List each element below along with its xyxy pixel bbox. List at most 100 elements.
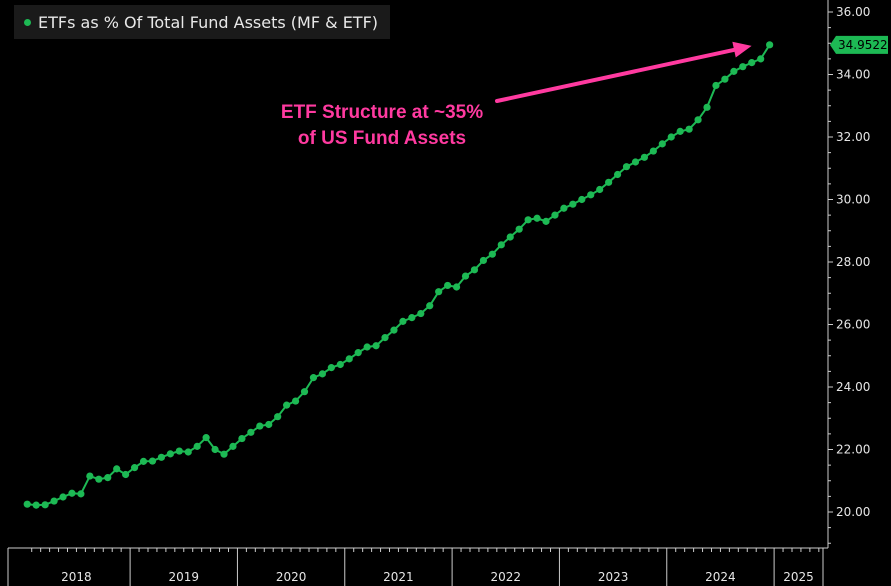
data-point [569, 200, 577, 208]
data-point [488, 250, 496, 258]
data-point [613, 170, 622, 179]
last-value-text: 34.9522 [838, 38, 888, 52]
data-point [122, 470, 130, 479]
data-point [265, 420, 273, 429]
data-point [676, 127, 684, 135]
x-tick-label: 2019 [168, 570, 199, 584]
data-point [345, 355, 353, 363]
data-point [542, 217, 550, 225]
last-value-badge: 34.9522 [830, 35, 888, 54]
annotation-line-1: ETF Structure at ~35% [280, 102, 484, 123]
data-point [291, 397, 300, 405]
data-point [470, 266, 479, 274]
data-point [649, 147, 657, 155]
data-point [703, 103, 711, 111]
data-point [640, 153, 649, 161]
data-point [238, 434, 246, 443]
data-point [426, 302, 434, 310]
data-point [327, 364, 335, 372]
data-point [166, 450, 174, 458]
data-point [739, 63, 747, 71]
data-point [551, 211, 559, 219]
x-tick-label: 2021 [383, 570, 414, 584]
data-point [256, 422, 264, 430]
data-point [721, 75, 729, 83]
data-point [247, 428, 255, 436]
data-point [631, 158, 640, 166]
y-tick-label: 32.00 [836, 130, 870, 144]
x-tick-label: 2018 [61, 570, 92, 584]
data-point [68, 489, 76, 497]
data-point [578, 195, 586, 204]
data-point [220, 450, 228, 458]
data-point [399, 317, 407, 325]
data-point [372, 342, 380, 350]
chart-annotation: ETF Structure at ~35% of US Fund Assets [262, 100, 502, 152]
data-point [95, 475, 103, 483]
data-point [336, 360, 344, 369]
data-point [408, 314, 416, 322]
data-point [104, 474, 112, 482]
x-axis: 2018 2019 2020 2021 2022 2023 2024 2025 [7, 547, 828, 586]
data-point [694, 116, 702, 124]
data-point [175, 447, 183, 455]
data-point [50, 497, 58, 505]
x-tick-label: 2024 [705, 570, 736, 584]
data-point [766, 41, 774, 49]
data-point [667, 133, 675, 141]
x-tick-label: 2023 [598, 570, 629, 584]
y-tick-label: 22.00 [836, 443, 870, 457]
data-point [479, 256, 488, 265]
annotation-line-2: of US Fund Assets [297, 128, 467, 149]
x-tick-label: 2022 [490, 570, 521, 584]
data-point [658, 140, 666, 148]
y-tick-label: 36.00 [836, 5, 870, 19]
arrow-shaft [495, 45, 746, 103]
data-point [59, 493, 67, 501]
data-point [381, 334, 389, 342]
data-point [318, 370, 327, 378]
legend-series-label: ETFs as % Of Total Fund Assets (MF & ETF… [38, 12, 379, 32]
data-point [211, 445, 219, 454]
data-point [497, 241, 505, 249]
data-point [730, 67, 738, 75]
x-tick-label: 2020 [276, 570, 307, 584]
data-point [283, 401, 291, 409]
data-point [202, 434, 210, 442]
data-point [515, 225, 523, 233]
data-point [193, 442, 201, 450]
last-value-badge-shape [830, 35, 888, 54]
data-point [274, 413, 282, 421]
y-tick-label: 24.00 [836, 380, 870, 394]
data-point [596, 185, 604, 194]
data-point [354, 349, 362, 357]
data-point [452, 283, 461, 291]
data-point [417, 309, 425, 318]
data-point [605, 178, 613, 186]
annotation-arrow [495, 41, 752, 103]
legend: ETFs as % Of Total Fund Assets (MF & ETF… [14, 5, 391, 39]
data-point [148, 457, 157, 465]
data-point [524, 216, 532, 224]
data-point [363, 343, 371, 351]
data-point [757, 55, 765, 63]
data-point [77, 490, 85, 498]
legend-marker-icon [24, 18, 31, 26]
y-tick-label: 20.00 [836, 505, 870, 519]
data-point [444, 281, 452, 290]
arrow-head [732, 41, 752, 58]
y-axis: 20.00 22.00 24.00 26.00 28.00 30.00 32.00 34.00… [827, 0, 870, 548]
data-point [560, 204, 568, 212]
y-tick-label: 26.00 [836, 318, 870, 332]
data-point [300, 388, 309, 396]
data-point [622, 163, 631, 171]
data-point [184, 448, 192, 456]
data-point [86, 472, 94, 480]
data-point [390, 326, 398, 334]
data-point [229, 442, 237, 450]
data-point [506, 233, 514, 241]
data-point [435, 288, 443, 296]
data-point [748, 59, 756, 67]
